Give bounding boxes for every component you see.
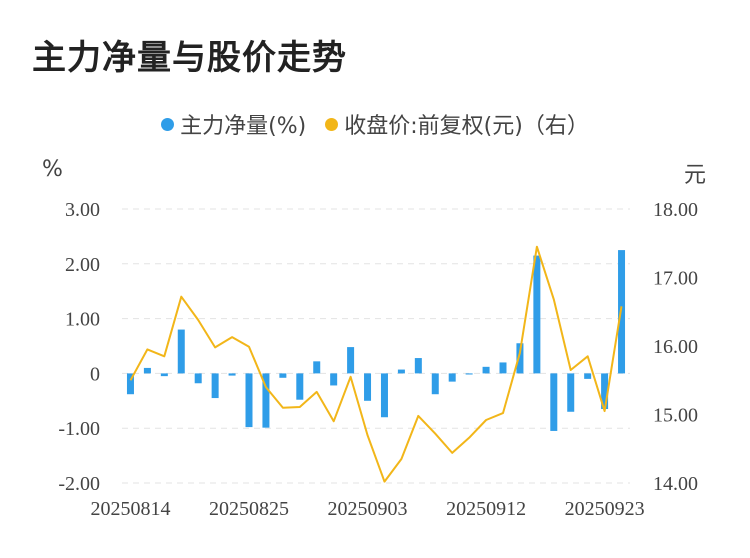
y-tick-label: -1.00 [58,418,100,440]
bar [211,373,219,399]
y-tick-label: 0 [90,363,100,385]
bar [431,373,439,395]
legend-label-close-price: 收盘价:前复权(元)（右） [344,114,589,139]
bar [516,343,524,374]
bar [567,373,575,412]
bar [448,373,456,382]
y2-tick-label: 18.00 [653,199,698,221]
legend: 主力净量(%) 收盘价:前复权(元)（右） [0,108,750,140]
bar [194,373,202,384]
bar [364,373,372,401]
bar [245,373,253,428]
right-axis-unit: 元 [684,163,707,188]
bar [313,361,321,374]
bar [482,366,490,374]
x-tick-label: 20250903 [328,498,408,520]
bar [279,373,287,378]
x-tick-label: 20250814 [90,498,170,520]
bar [143,367,151,374]
left-axis-unit: % [42,157,63,182]
bar [330,373,338,386]
bar [228,373,236,376]
y2-tick-label: 14.00 [653,473,698,495]
legend-dot-line-icon [325,117,339,131]
x-tick-label: 20250923 [565,498,645,520]
x-tick-label: 20250825 [209,498,289,520]
y-tick-label: 2.00 [65,254,100,276]
bar [160,373,168,377]
y-tick-label: -2.00 [58,473,100,495]
y2-tick-label: 17.00 [653,268,698,290]
y2-tick-label: 16.00 [653,336,698,358]
bar [533,255,541,374]
chart-title: 主力净量与股价走势 [32,38,347,78]
legend-item-close-price[interactable]: 收盘价:前复权(元)（右） [325,108,589,140]
x-tick-label: 20250912 [446,498,526,520]
bar [601,373,609,410]
bar [262,373,270,428]
bar [465,373,473,375]
y-tick-label: 3.00 [65,199,100,221]
legend-label-net-volume: 主力净量(%) [180,114,307,139]
bar [296,373,304,400]
bar [126,373,134,395]
y-tick-label: 1.00 [65,309,100,331]
bar [177,329,185,374]
bar [550,373,558,431]
bar [414,358,422,374]
bar [499,362,507,374]
bar [347,347,355,374]
legend-item-net-volume[interactable]: 主力净量(%) [161,108,306,140]
y2-tick-label: 15.00 [653,405,698,427]
price-line [129,245,623,483]
bar [397,369,405,374]
bar [380,373,388,418]
legend-dot-bar-icon [161,117,175,131]
bar [584,373,592,379]
